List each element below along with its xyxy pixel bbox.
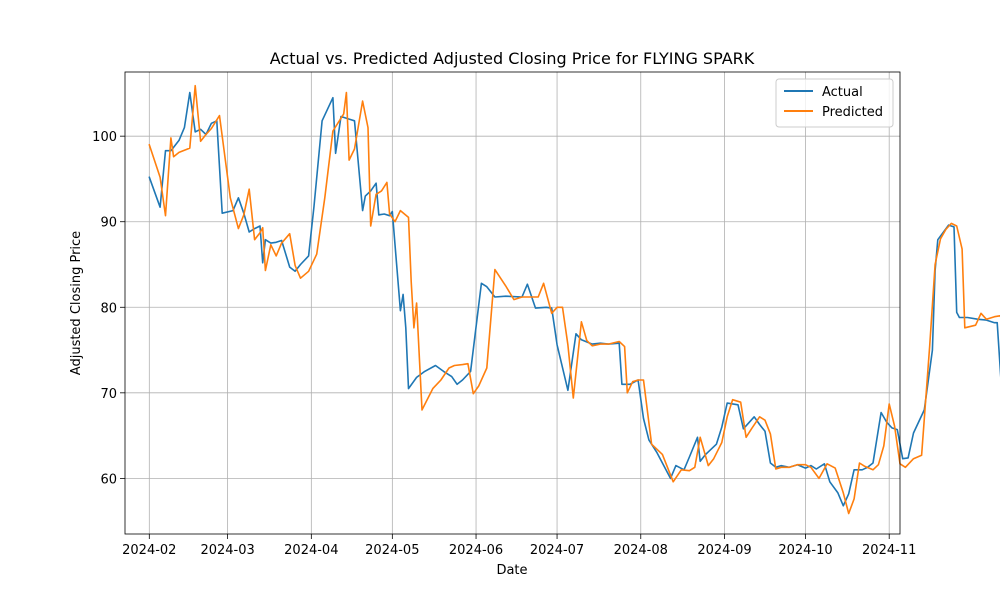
series-line-actual (148, 91, 1000, 507)
legend-label-actual: Actual (822, 85, 863, 100)
x-tick-label: 2024-03 (200, 543, 254, 558)
grid (125, 72, 900, 534)
x-tick-label: 2024-06 (449, 543, 503, 558)
plot-area (124, 71, 901, 535)
y-tick-label: 100 (92, 130, 117, 145)
x-tick-label: 2024-02 (122, 543, 176, 558)
y-tick-label: 70 (100, 387, 117, 402)
x-tick-label: 2024-09 (697, 543, 751, 558)
x-tick-label: 2024-11 (862, 543, 916, 558)
y-axis-label: Adjusted Closing Price (69, 231, 84, 375)
x-tick-label: 2024-10 (778, 543, 832, 558)
x-axis: 2024-02 2024-03 2024-04 2024-05 2024-06 2024-… (122, 534, 916, 558)
x-axis-label: Date (496, 563, 527, 578)
x-tick-label: 2024-04 (284, 543, 338, 558)
y-axis: 60 70 80 90 100 (92, 130, 125, 487)
series-line-predicted (148, 84, 1000, 515)
series-layer (148, 84, 1000, 515)
legend: Actual Predicted (775, 78, 894, 128)
x-tick-label: 2024-05 (365, 543, 419, 558)
chart-title: Actual vs. Predicted Adjusted Closing Pr… (270, 49, 755, 68)
x-tick-label: 2024-08 (614, 543, 668, 558)
y-tick-label: 60 (100, 472, 117, 487)
y-tick-label: 80 (100, 301, 117, 316)
legend-label-predicted: Predicted (822, 105, 883, 120)
x-tick-label: 2024-07 (530, 543, 584, 558)
y-tick-label: 90 (100, 216, 117, 231)
